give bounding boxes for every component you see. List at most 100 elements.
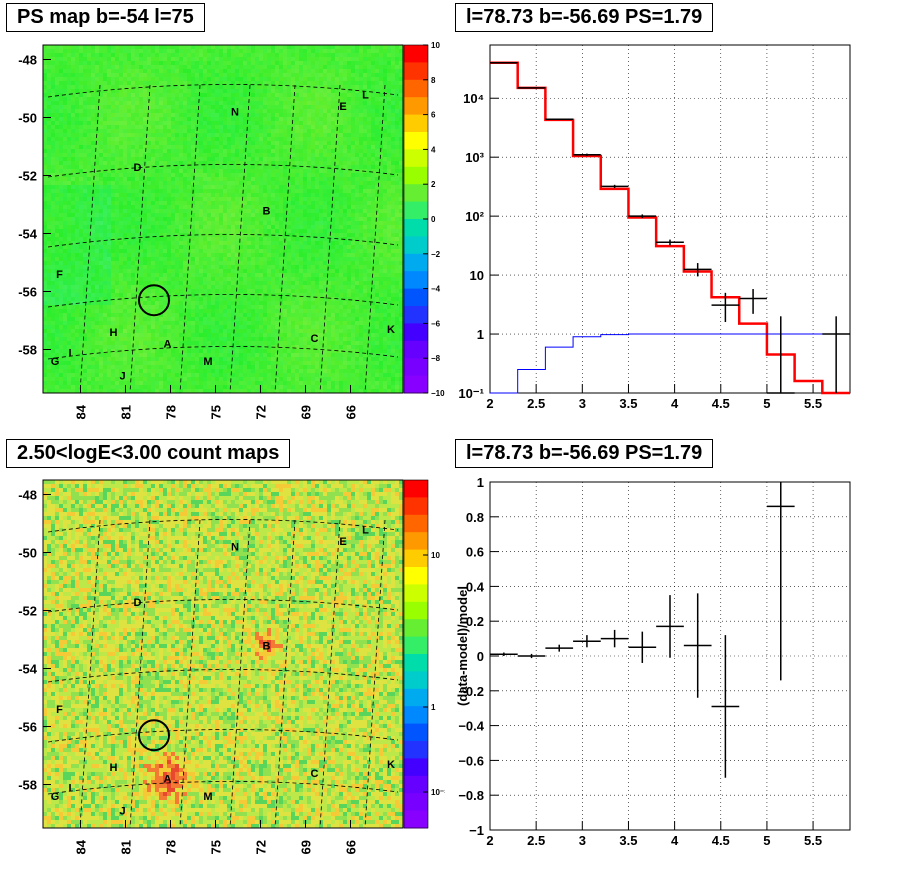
y-tick-label: -52 xyxy=(18,604,37,619)
colorbar-tick-label: −10 xyxy=(431,389,445,398)
source-label-J: J xyxy=(119,371,125,383)
x-tick-label: 3.5 xyxy=(619,833,637,848)
count-map-title: 2.50<logE<3.00 count maps xyxy=(6,439,290,468)
y-tick-label: -58 xyxy=(18,343,37,358)
x-tick-label: 72 xyxy=(254,840,269,854)
y-tick-label: -54 xyxy=(18,227,38,242)
colorbar-tick-label: 0 xyxy=(431,215,436,224)
y-axis-label: (data-model)/model xyxy=(455,586,470,706)
colorbar-tick-label: 6 xyxy=(431,111,436,120)
source-label-D: D xyxy=(134,597,142,609)
residual-point xyxy=(490,653,518,656)
colorbar-tick-label: −6 xyxy=(431,319,441,328)
y-tick-label: 10² xyxy=(465,209,484,224)
source-label-N: N xyxy=(231,542,239,554)
residual-point xyxy=(656,595,684,658)
x-tick-label: 78 xyxy=(164,840,179,854)
y-tick-label: 0 xyxy=(477,649,484,664)
x-tick-label: 4.5 xyxy=(712,396,730,411)
y-tick-label: 0.6 xyxy=(466,545,484,560)
source-label-A: A xyxy=(164,774,172,786)
colorbar-tick-label: −4 xyxy=(431,285,441,294)
x-tick-label: 5 xyxy=(763,396,770,411)
source-label-J: J xyxy=(119,806,125,818)
colorbar-tick-label: −2 xyxy=(431,250,441,259)
y-tick-label: -48 xyxy=(18,53,37,68)
residual-point xyxy=(767,482,795,680)
x-tick-label: 78 xyxy=(164,405,179,419)
source-label-C: C xyxy=(311,768,319,780)
x-tick-label: 69 xyxy=(299,840,314,854)
x-tick-label: 2.5 xyxy=(527,833,545,848)
x-tick-label: 3.5 xyxy=(619,396,637,411)
y-tick-label: 10⁻¹ xyxy=(458,386,484,401)
source-label-K: K xyxy=(387,759,395,771)
source-label-I: I xyxy=(68,782,71,794)
data-point xyxy=(601,185,629,188)
y-tick-label: -54 xyxy=(18,662,38,677)
residual-point xyxy=(628,632,656,663)
source-label-F: F xyxy=(56,269,63,281)
y-tick-label: 1 xyxy=(477,475,484,490)
data-point xyxy=(656,240,684,246)
colorbar-tick-label: 1 xyxy=(431,703,436,712)
data-point xyxy=(739,289,767,314)
y-tick-label: 0.8 xyxy=(466,510,484,525)
source-label-M: M xyxy=(203,356,212,368)
y-tick-label: −1 xyxy=(469,823,484,838)
x-tick-label: 81 xyxy=(119,405,134,419)
colorbar-tick-label: −8 xyxy=(431,354,441,363)
map-pixels xyxy=(43,45,403,393)
data-point xyxy=(822,316,850,393)
y-tick-label: -56 xyxy=(18,285,37,300)
source-label-F: F xyxy=(56,704,63,716)
x-tick-label: 72 xyxy=(254,405,269,419)
data-point xyxy=(684,263,712,276)
x-tick-label: 4 xyxy=(671,833,679,848)
x-tick-label: 4 xyxy=(671,396,679,411)
colorbar-tick-label: 4 xyxy=(431,145,436,154)
source-label-H: H xyxy=(110,327,118,339)
spectrum-title: l=78.73 b=-56.69 PS=1.79 xyxy=(455,3,713,32)
y-tick-label: -50 xyxy=(18,111,37,126)
colorbar-tick-label: 10 xyxy=(431,551,440,560)
residual-point xyxy=(573,635,601,647)
residual-point xyxy=(518,654,546,658)
y-tick-label: -48 xyxy=(18,488,37,503)
y-tick-label: 10 xyxy=(470,268,484,283)
x-tick-label: 75 xyxy=(209,840,224,854)
source-label-G: G xyxy=(51,791,60,803)
y-tick-label: 10⁴ xyxy=(463,91,484,106)
source-label-L: L xyxy=(362,524,369,536)
x-tick-label: 2 xyxy=(486,396,493,411)
model-red-line xyxy=(490,63,850,393)
source-label-N: N xyxy=(231,107,239,119)
source-label-H: H xyxy=(110,762,118,774)
y-tick-label: 10³ xyxy=(465,150,484,165)
y-tick-label: −0.4 xyxy=(458,719,484,734)
source-label-C: C xyxy=(311,333,319,345)
x-tick-label: 3 xyxy=(579,396,586,411)
source-label-E: E xyxy=(339,101,346,113)
residual-point xyxy=(545,645,573,652)
y-tick-label: -50 xyxy=(18,546,37,561)
y-tick-label: 1 xyxy=(477,327,484,342)
residual-title: l=78.73 b=-56.69 PS=1.79 xyxy=(455,439,713,468)
x-tick-label: 5.5 xyxy=(804,396,822,411)
model-blue-line xyxy=(490,334,850,393)
source-label-B: B xyxy=(263,640,271,652)
x-tick-label: 3 xyxy=(579,833,586,848)
residual-point xyxy=(601,630,629,647)
source-label-G: G xyxy=(51,356,60,368)
source-label-I: I xyxy=(68,347,71,359)
x-tick-label: 5.5 xyxy=(804,833,822,848)
y-tick-label: -58 xyxy=(18,778,37,793)
x-tick-label: 2 xyxy=(486,833,493,848)
source-label-E: E xyxy=(339,536,346,548)
